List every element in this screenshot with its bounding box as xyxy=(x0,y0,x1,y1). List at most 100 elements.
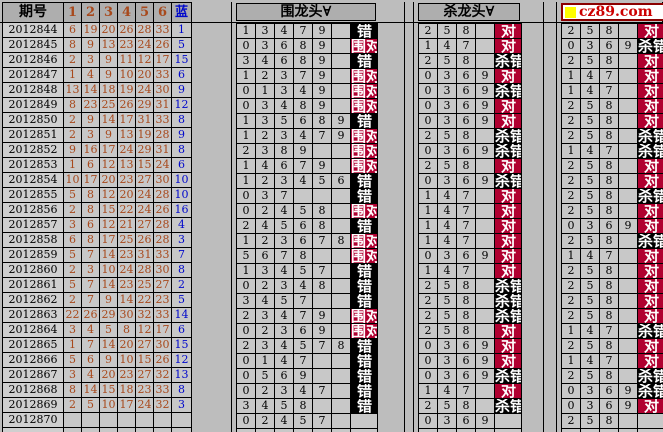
red-ball-cell: 23 xyxy=(118,278,136,293)
digit-cell: 4 xyxy=(256,399,275,414)
sha-longtou-header[interactable]: 杀龙头∀ xyxy=(418,3,520,21)
status-cell: 围对 xyxy=(351,324,378,339)
digit-cell: 0 xyxy=(419,354,438,369)
digit-cell xyxy=(476,294,495,309)
digit-cell: 6 xyxy=(275,369,294,384)
digit-cell: 8 xyxy=(600,204,619,219)
red-ball-cell: 2 xyxy=(64,53,82,68)
digit-cell: 5 xyxy=(581,339,600,354)
digit-cell: 6 xyxy=(457,354,476,369)
digit-cell xyxy=(600,429,619,432)
status-label: 杀错 xyxy=(638,39,663,53)
red-ball-cell: 24 xyxy=(154,158,172,173)
digit-cell: 6 xyxy=(457,69,476,84)
red-ball-cell xyxy=(118,428,136,432)
wei-longtou-header[interactable]: 围龙头∀ xyxy=(236,3,376,21)
status-label: 对 xyxy=(638,399,663,413)
digit-cell: 6 xyxy=(457,174,476,189)
digit-cell: 3 xyxy=(438,174,457,189)
issue-cell: 2012854 xyxy=(3,173,64,188)
red-ball-cell: 9 xyxy=(100,293,118,308)
status-cell: 杀错 xyxy=(638,39,663,54)
red-ball-cell: 19 xyxy=(136,128,154,143)
digit-cell: 7 xyxy=(294,24,313,39)
red-ball-cell: 26 xyxy=(154,203,172,218)
status-label: 错 xyxy=(351,399,377,413)
digit-cell: 9 xyxy=(313,24,332,39)
issue-cell: 2012845 xyxy=(3,38,64,53)
results-row: 2012844 6 19 20 26 28 33 1 xyxy=(3,23,192,38)
status-label: 错 xyxy=(351,174,377,188)
results-row: 2012858 6 8 17 25 26 28 3 xyxy=(3,233,192,248)
red-ball-cell: 4 xyxy=(82,68,100,83)
digit-cell xyxy=(619,174,638,189)
digit-cell: 1 xyxy=(237,264,256,279)
digit-cell xyxy=(332,384,351,399)
red-ball-cell: 22 xyxy=(118,203,136,218)
digit-cell xyxy=(619,414,638,429)
digit-cell: 4 xyxy=(438,204,457,219)
digit-cell: 4 xyxy=(275,24,294,39)
red-ball-cell: 5 xyxy=(64,353,82,368)
blue-ball-cell: 14 xyxy=(172,308,192,323)
digit-cell xyxy=(332,354,351,369)
status-cell: 对 xyxy=(638,114,663,129)
results-section: 期号 1 2 3 4 5 6 蓝 2012844 6 19 20 26 28 33 1 2012845 8 9 13 2… xyxy=(2,2,192,432)
digit-cell xyxy=(619,369,638,384)
digit-cell: 4 xyxy=(275,99,294,114)
digit-cell: 3 xyxy=(256,24,275,39)
red-ball-cell: 29 xyxy=(136,98,154,113)
digit-cell: 6 xyxy=(457,144,476,159)
digit-cell: 9 xyxy=(313,159,332,174)
issue-cell: 2012851 xyxy=(3,128,64,143)
red-ball-cell: 13 xyxy=(100,38,118,53)
digit-cell: 2 xyxy=(562,234,581,249)
digit-cell: 9 xyxy=(313,39,332,54)
cz89-logo[interactable]: cz89.com xyxy=(561,3,663,21)
status-cell: 错 xyxy=(351,264,378,279)
status-cell: 围对 xyxy=(351,69,378,84)
digit-cell xyxy=(619,159,638,174)
digit-cell: 3 xyxy=(438,414,457,429)
digit-cell: 4 xyxy=(294,384,313,399)
digit-cell: 2 xyxy=(562,309,581,324)
digit-cell: 3 xyxy=(275,234,294,249)
results-row: 2012857 3 6 12 21 27 28 4 xyxy=(3,218,192,233)
status-cell: 对 xyxy=(495,39,522,54)
digit-cell xyxy=(313,189,332,204)
digit-cell: 8 xyxy=(313,219,332,234)
digit-cell: 5 xyxy=(438,129,457,144)
red-ball-cell: 22 xyxy=(64,308,82,323)
red-ball-cell: 4 xyxy=(82,368,100,383)
status-cell: 错 xyxy=(351,354,378,369)
digit-cell: 5 xyxy=(581,264,600,279)
red-ball-cell: 24 xyxy=(136,188,154,203)
issue-cell: 2012849 xyxy=(3,98,64,113)
digit-cell: 6 xyxy=(294,114,313,129)
digit-cell: 4 xyxy=(294,174,313,189)
status-cell: 围对 xyxy=(351,204,378,219)
digit-cell: 0 xyxy=(562,39,581,54)
digit-cell: 6 xyxy=(457,369,476,384)
digit-cell xyxy=(313,354,332,369)
digit-cell: 4 xyxy=(275,264,294,279)
digit-cell: 2 xyxy=(419,24,438,39)
results-row: 2012869 2 5 10 17 24 32 3 xyxy=(3,398,192,413)
red-ball-cell: 28 xyxy=(154,188,172,203)
status-cell: 对 xyxy=(495,219,522,234)
digit-cell xyxy=(294,189,313,204)
digit-cell: 0 xyxy=(237,99,256,114)
digit-cell: 9 xyxy=(313,69,332,84)
sha-row: 0369杀错 xyxy=(419,144,522,159)
digit-cell: 2 xyxy=(562,204,581,219)
red-ball-cell: 32 xyxy=(154,398,172,413)
